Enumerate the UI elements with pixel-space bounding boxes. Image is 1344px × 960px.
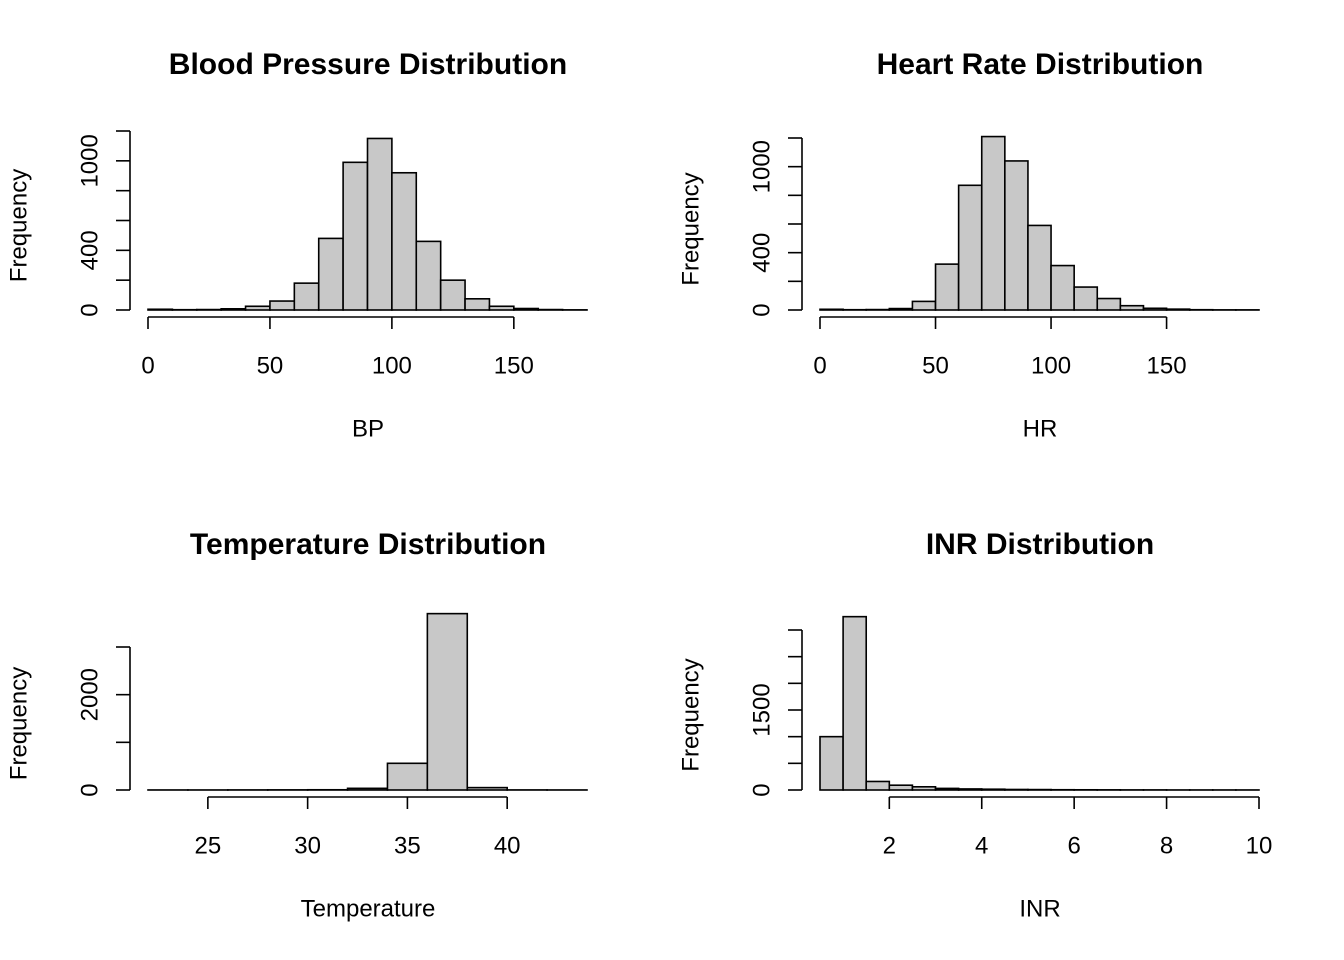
histogram-bar [1004,160,1029,311]
histogram-bar [244,305,271,311]
histogram-bar [342,161,369,311]
x-axis-label: Temperature [301,895,436,922]
histogram-bar [293,282,320,311]
histogram-bar [819,735,844,791]
chart-title: Temperature Distribution [190,528,546,561]
x-axis-label: HR [1023,415,1058,442]
histogram-panel-4: INR Distribution 2 4 6 8 10 0 1500 INR Frequency [677,528,1272,922]
y-tick-label: 0 [76,303,103,316]
histogram-bar [269,300,296,311]
y-tick-label: 0 [748,303,775,316]
y-tick-label: 1500 [748,683,775,736]
histogram-bar [1096,297,1122,311]
y-tick-label: 0 [748,783,775,796]
y-tick-label: 400 [76,230,103,270]
histogram-bar [842,615,868,791]
histogram-bar [911,300,937,311]
x-tick-label: 50 [922,352,949,379]
y-tick-label: 1000 [76,134,103,187]
chart-title: Heart Rate Distribution [877,48,1204,81]
y-axis-label: Frequency [5,667,32,780]
y-axis-label: Frequency [677,658,704,771]
histogram-bar [957,788,983,791]
y-axis-label: Frequency [5,169,32,282]
histogram-bar [488,305,515,311]
x-tick-label: 2 [883,832,896,859]
histogram-bar [317,237,344,311]
x-tick-label: 40 [494,832,521,859]
histogram-bar [1073,286,1099,311]
histogram-panel-2: Heart Rate Distribution 0 50 100 150 0 400 1000… [677,48,1260,442]
histogram-bar [888,307,914,311]
histogram-bar [911,785,937,791]
histogram-bar [957,184,983,311]
x-tick-label: 50 [257,352,284,379]
histogram-bar [934,787,960,791]
histogram-bar [1050,264,1075,311]
histogram-bar [865,780,891,791]
histogram-bar [819,308,844,311]
y-tick-label: 1000 [748,140,775,193]
x-tick-label: 30 [294,832,321,859]
y-tick-label: 2000 [76,668,103,721]
histogram-bar [1027,224,1052,311]
x-tick-label: 8 [1160,832,1173,859]
x-tick-label: 0 [813,352,826,379]
histogram-bar [1119,304,1145,311]
histogram-bar [888,784,914,791]
histogram-bar [391,171,418,311]
x-tick-label: 100 [372,352,412,379]
x-tick-label: 35 [394,832,421,859]
chart-title: Blood Pressure Distribution [169,48,567,81]
x-tick-label: 100 [1031,352,1071,379]
histogram-bar [980,135,1006,311]
histogram-bar [934,263,960,311]
histogram-bar [1004,788,1029,791]
histogram-bar [1142,307,1168,311]
histogram-panel-1: Blood Pressure Distribution 0 50 100 150 0 400… [5,48,588,442]
histogram-bar [513,307,540,311]
histogram-panel-3: Temperature Distribution 25 30 35 40 0 2000 Tem… [5,528,588,922]
x-tick-label: 150 [494,352,534,379]
y-tick-label: 400 [748,233,775,273]
x-tick-label: 4 [975,832,988,859]
histogram-bar [386,762,429,791]
histogram-bar [426,612,469,791]
histogram-bar [439,279,466,311]
histogram-bar [980,788,1006,791]
histogram-bar [1165,308,1191,311]
x-tick-label: 25 [195,832,222,859]
x-axis-label: BP [352,415,384,442]
chart-title: INR Distribution [926,528,1154,561]
y-axis-label: Frequency [677,172,704,285]
histogram-bar [366,137,393,311]
histogram-bar [415,240,442,311]
x-tick-label: 6 [1067,832,1080,859]
histogram-bar [464,298,491,311]
x-axis-label: INR [1019,895,1060,922]
x-tick-label: 150 [1147,352,1187,379]
histogram-bar [346,787,389,791]
histogram-bar [220,308,247,311]
x-tick-label: 0 [141,352,154,379]
y-tick-label: 0 [76,783,103,796]
x-tick-label: 10 [1246,832,1273,859]
histogram-bar [466,786,508,791]
histogram-bar [147,308,174,311]
